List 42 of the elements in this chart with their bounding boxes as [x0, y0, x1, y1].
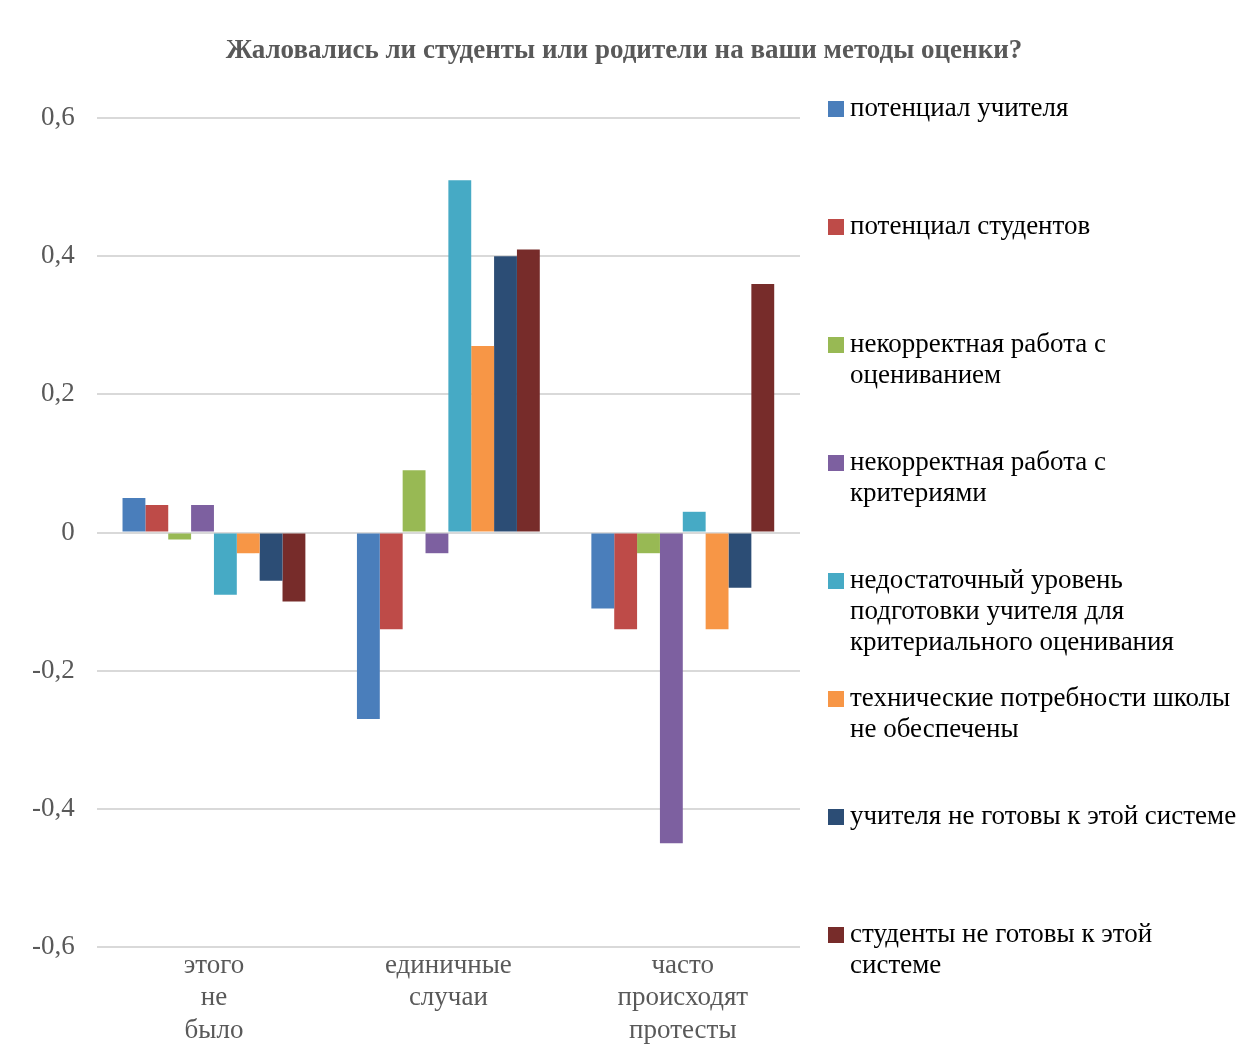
bar [282, 533, 306, 602]
bar [379, 533, 403, 630]
legend-label: некорректная работа с оцениванием [850, 328, 1108, 390]
bar [191, 504, 214, 532]
x-tick-label: этого не было [183, 949, 245, 1044]
x-tick-label: часто происходят протесты [617, 949, 749, 1044]
y-tick-label: -0,4 [31, 791, 76, 822]
legend-label: студенты не готовы к этой системе [850, 918, 1154, 980]
bar [236, 533, 260, 554]
bar [145, 504, 169, 532]
y-tick-label: 0,6 [40, 101, 75, 132]
bar [402, 470, 426, 532]
bar [259, 533, 283, 581]
y-tick-label: -0,6 [31, 929, 75, 960]
bar [494, 256, 517, 532]
legend-label: некорректная работа с критериями [850, 446, 1108, 508]
legend-label: потенциал студентов [850, 210, 1091, 241]
x-tick-label: единичные случаи [384, 949, 512, 1012]
bar [637, 533, 660, 554]
bar [591, 533, 615, 609]
bar [122, 497, 146, 532]
bar [614, 533, 638, 630]
bar [516, 249, 540, 532]
chart-title: Жаловались ли студенты или родители на ваши методы оценки? [224, 34, 1024, 65]
bar [213, 533, 237, 595]
legend-label: недостаточный уровень подготовки учителя для критериального оценивания [850, 564, 1175, 657]
bar [705, 533, 729, 630]
legend-label: учителя не готовы к этой системе [850, 800, 1237, 831]
bar [356, 533, 380, 719]
bar [751, 283, 775, 532]
y-tick-label: 0,2 [40, 377, 75, 408]
y-tick-label: 0,4 [40, 239, 76, 270]
bar [425, 533, 449, 554]
bar [682, 511, 706, 532]
legend-label: технические потребности школы не обеспечены [850, 682, 1232, 744]
y-tick-label: 0 [61, 515, 75, 546]
y-tick-label: -0,2 [31, 653, 75, 684]
bar [471, 346, 495, 532]
bar [728, 533, 752, 588]
legend-label: потенциал учителя [850, 92, 1069, 123]
bar [659, 533, 683, 844]
bar [448, 180, 472, 532]
